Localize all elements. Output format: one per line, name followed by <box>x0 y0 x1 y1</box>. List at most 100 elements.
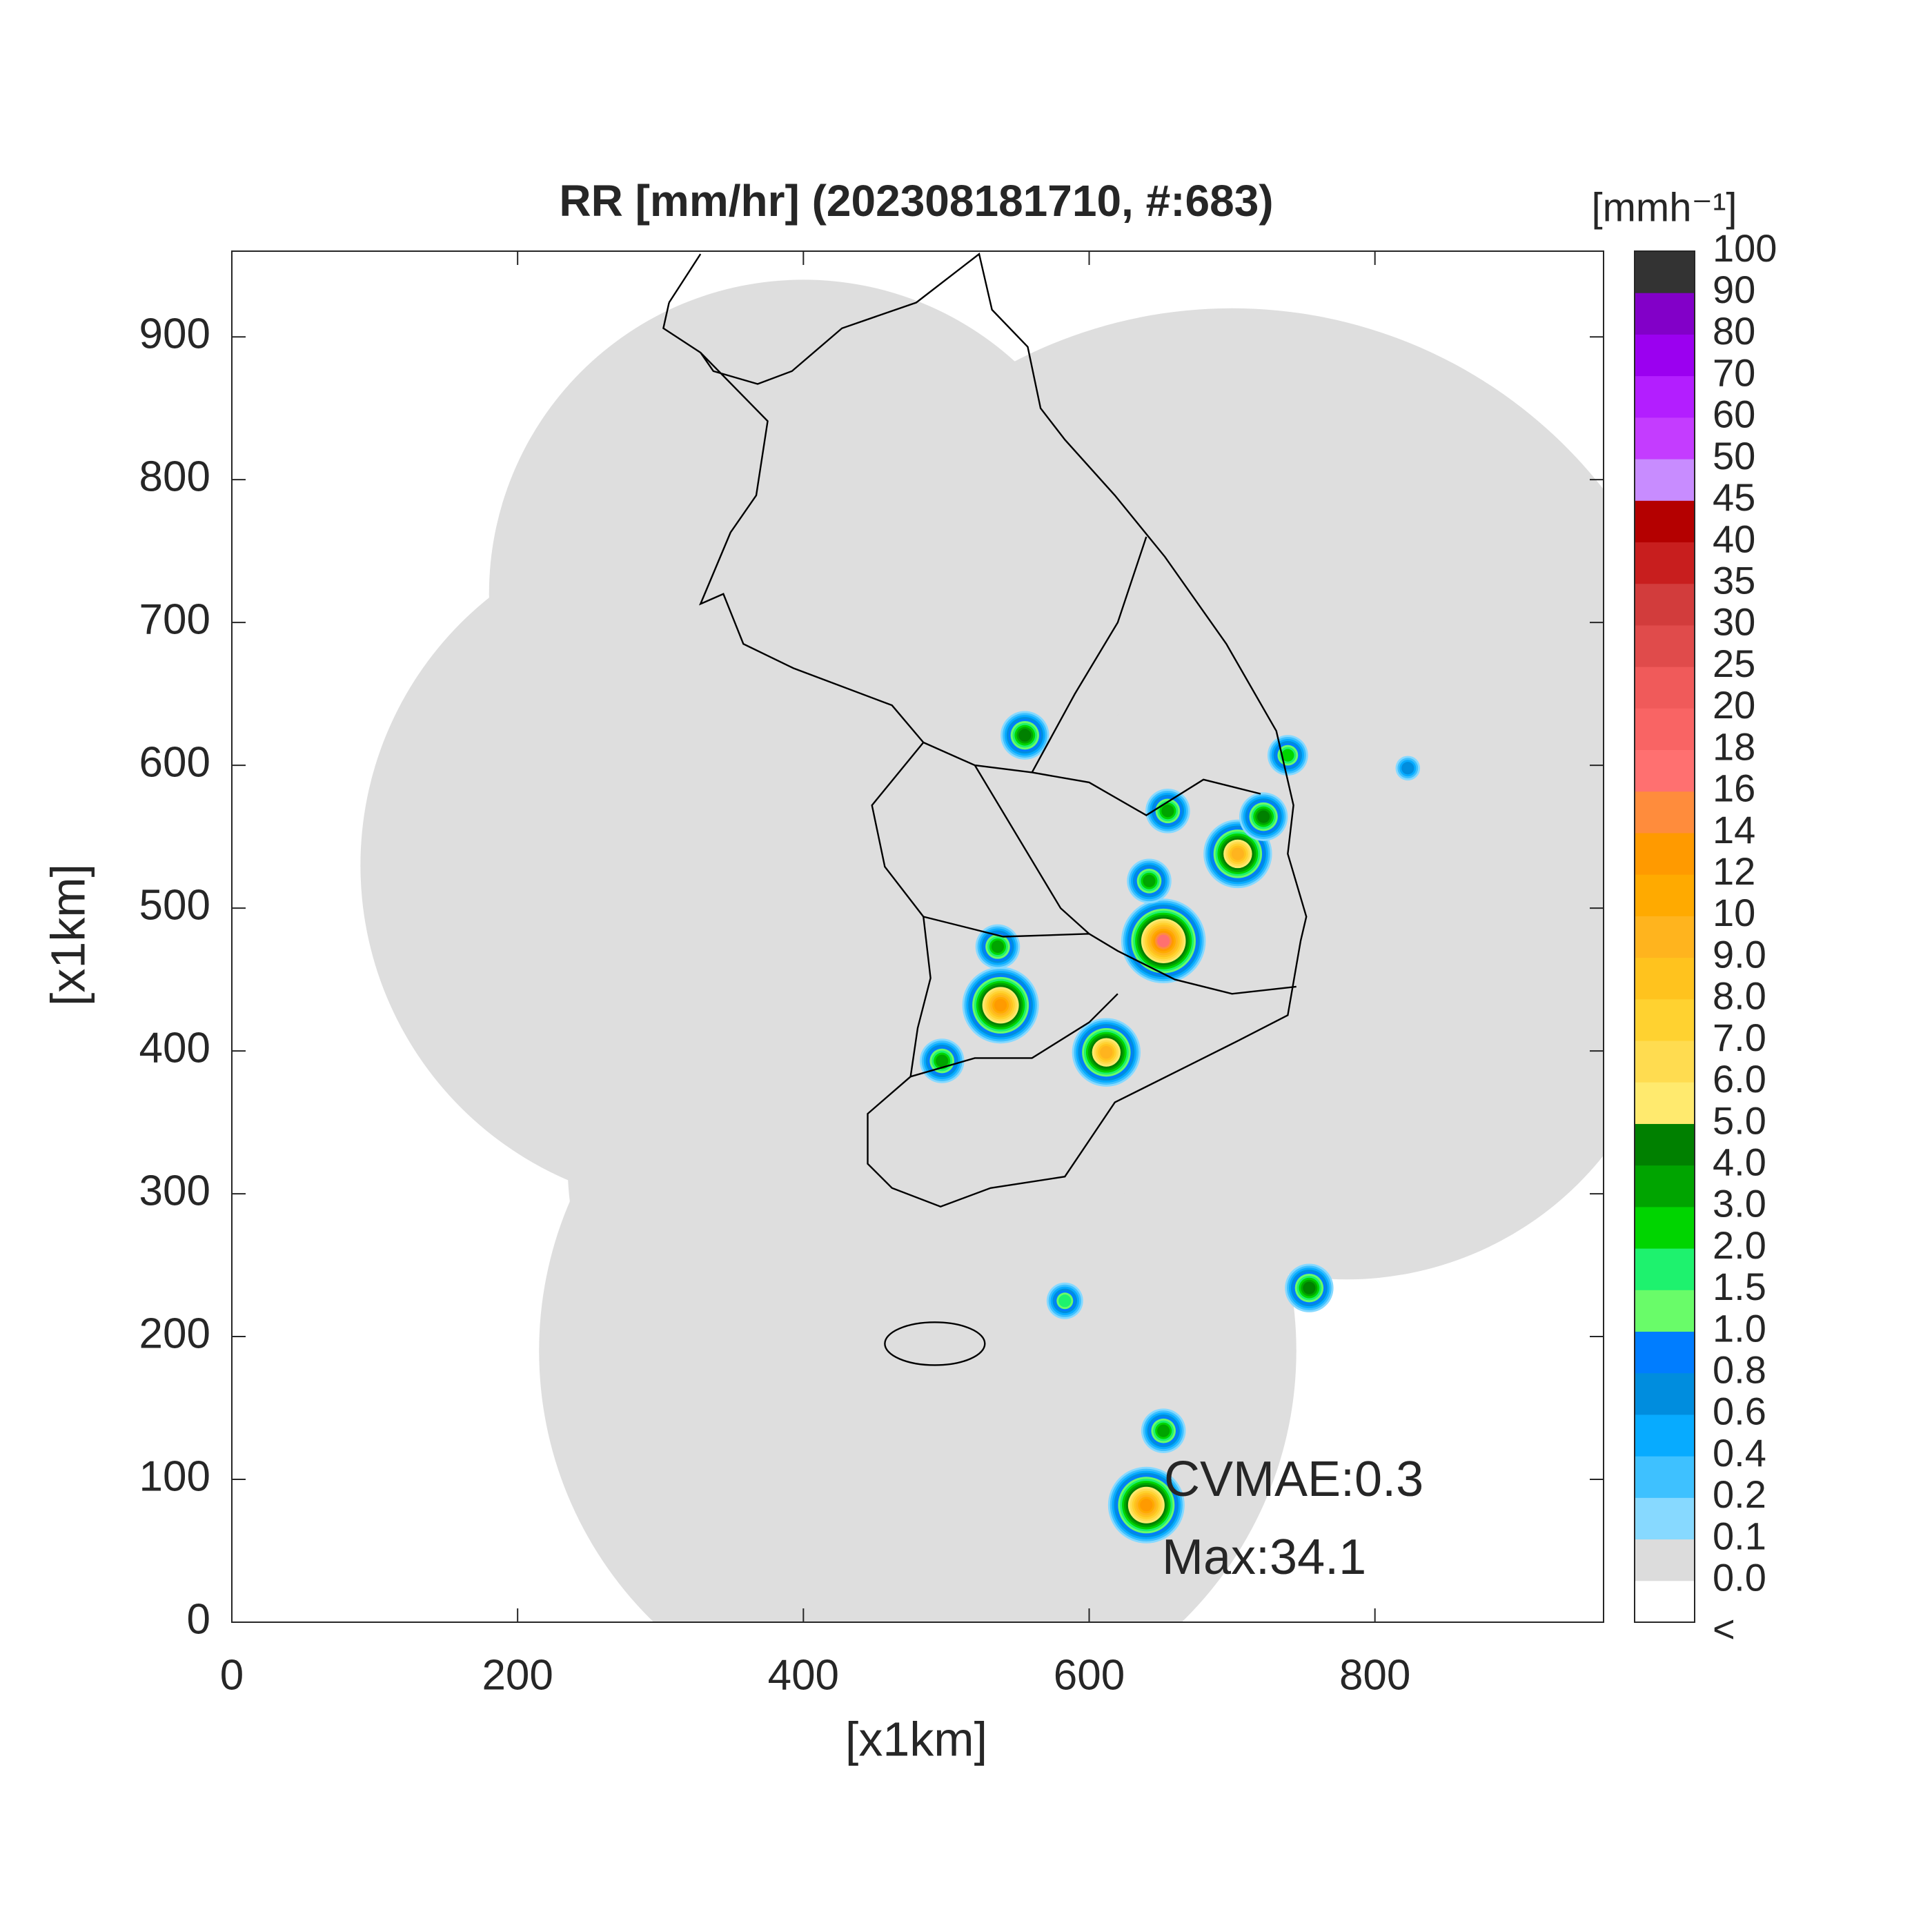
y-tick-label: 900 <box>139 310 210 358</box>
jeju-island <box>885 1322 985 1365</box>
colorbar-segment <box>1635 624 1695 667</box>
colorbar-segment <box>1635 957 1695 1000</box>
colorbar-segment <box>1635 832 1695 875</box>
colorbar-label: 25 <box>1713 642 1755 685</box>
colorbar-segment <box>1635 417 1695 460</box>
province-border <box>911 537 1297 1076</box>
colorbar-label: 0.6 <box>1713 1390 1766 1433</box>
rain-ring <box>1281 749 1294 762</box>
colorbar-segment <box>1635 1539 1695 1581</box>
rain-ring <box>1231 847 1244 860</box>
colorbar-label: 1.5 <box>1713 1265 1766 1308</box>
colorbar-segment <box>1635 749 1695 792</box>
colorbar-label: 6.0 <box>1713 1057 1766 1101</box>
rain-cells <box>919 711 1421 1544</box>
coverage-circle <box>1018 622 1604 1280</box>
colorbar-label: 4.0 <box>1713 1140 1766 1183</box>
rain-ring <box>1161 805 1174 818</box>
y-tick-label: 800 <box>139 453 210 501</box>
colorbar-segment <box>1635 334 1695 377</box>
colorbar-segment <box>1635 1206 1695 1249</box>
y-tick-label: 0 <box>187 1595 210 1643</box>
colorbar-label: 60 <box>1713 393 1755 436</box>
colorbar-segment <box>1635 459 1695 501</box>
rain-ring <box>1157 934 1170 947</box>
colorbar-label: 40 <box>1713 517 1755 560</box>
colorbar-label: 45 <box>1713 475 1755 519</box>
y-tick-label: 700 <box>139 596 210 644</box>
colorbar-label: 0.4 <box>1713 1431 1766 1475</box>
axes-frame <box>231 250 1604 1623</box>
x-tick-label: 200 <box>482 1651 553 1699</box>
colorbar-label: 12 <box>1713 849 1755 893</box>
colorbar-segment <box>1635 1580 1695 1623</box>
rain-ring <box>1140 1499 1153 1512</box>
annotation: Max:34.1 <box>1162 1530 1366 1585</box>
colorbar-label: 5.0 <box>1713 1098 1766 1142</box>
y-tick-label: 300 <box>139 1167 210 1214</box>
colorbar-segment <box>1635 667 1695 709</box>
colorbar-segment <box>1635 1082 1695 1124</box>
colorbar-label: < <box>1713 1607 1735 1650</box>
colorbar-frame <box>1634 250 1695 1623</box>
rain-ring <box>1401 762 1414 775</box>
colorbar-label: 0.1 <box>1713 1514 1766 1557</box>
x-tick-label: 600 <box>1054 1651 1125 1699</box>
colorbar-label: 0.2 <box>1713 1472 1766 1516</box>
x-tick-label: 800 <box>1339 1651 1410 1699</box>
colorbar-segment <box>1635 1497 1695 1540</box>
colorbar-segment <box>1635 791 1695 834</box>
y-tick-label: 600 <box>139 739 210 787</box>
x-tick-label: 0 <box>220 1651 244 1699</box>
colorbar-segment <box>1635 1123 1695 1166</box>
rain-ring <box>1303 1281 1316 1294</box>
x-tick-label: 400 <box>768 1651 839 1699</box>
colorbar-label: 35 <box>1713 558 1755 602</box>
annotation: CVMAE:0.3 <box>1164 1452 1423 1507</box>
rain-ring <box>1143 874 1156 887</box>
colorbar-title: [mmh⁻¹] <box>1591 185 1737 230</box>
colorbar-segment <box>1635 1248 1695 1290</box>
colorbar-label: 0.8 <box>1713 1348 1766 1392</box>
rain-ring <box>1018 729 1032 742</box>
colorbar-label: 70 <box>1713 351 1755 394</box>
y-tick-label: 200 <box>139 1310 210 1357</box>
colorbar-segment <box>1635 1372 1695 1415</box>
colorbar-segment <box>1635 1165 1695 1208</box>
axes: 0 200 400 600 800 0 100 200 300 400 500 600 700 800 90… <box>139 250 1604 1699</box>
colorbar: <0.00.10.20.40.60.81.01.52.03.04.05.06.0… <box>1634 226 1777 1650</box>
colorbar-label: 50 <box>1713 434 1755 477</box>
colorbar-label: 80 <box>1713 309 1755 353</box>
colorbar-label: 1.0 <box>1713 1306 1766 1350</box>
y-axis-label: [x1km] <box>41 864 95 1006</box>
colorbar-segment <box>1635 708 1695 751</box>
y-tick-label: 100 <box>139 1452 210 1500</box>
colorbar-segment <box>1635 500 1695 542</box>
coast-path <box>663 254 1306 1207</box>
colorbar-segment <box>1635 874 1695 916</box>
rain-ring <box>1257 810 1270 823</box>
colorbar-label: 18 <box>1713 724 1755 768</box>
colorbar-segment <box>1635 542 1695 584</box>
colorbar-segment <box>1635 916 1695 958</box>
colorbar-label: 14 <box>1713 808 1755 851</box>
colorbar-segment <box>1635 251 1695 293</box>
rain-ring <box>936 1054 949 1067</box>
colorbar-label: 30 <box>1713 600 1755 644</box>
colorbar-label: 90 <box>1713 268 1755 311</box>
colorbar-label: 100 <box>1713 226 1777 270</box>
y-tick-label: 500 <box>139 881 210 929</box>
rain-ring <box>1157 1424 1170 1437</box>
colorbar-segment <box>1635 1456 1695 1498</box>
coastline <box>663 254 1306 1365</box>
colorbar-segment <box>1635 1290 1695 1332</box>
y-tick-label: 400 <box>139 1024 210 1072</box>
colorbar-segment <box>1635 293 1695 335</box>
map-layer <box>360 254 1604 1622</box>
rain-ring <box>1058 1294 1072 1308</box>
colorbar-segment <box>1635 583 1695 626</box>
colorbar-label: 0.0 <box>1713 1556 1766 1599</box>
radar-coverage <box>360 279 1604 1622</box>
colorbar-label: 8.0 <box>1713 974 1766 1018</box>
colorbar-segment <box>1635 1041 1695 1083</box>
